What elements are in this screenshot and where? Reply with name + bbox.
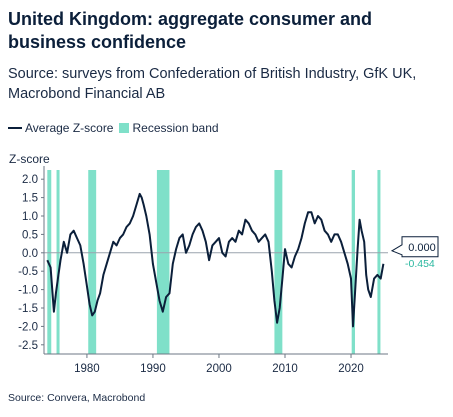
chart-title: United Kingdom: aggregate consumer and b… <box>8 9 373 52</box>
recession-band <box>156 170 170 354</box>
source-note: Source: Convera, Macrobond <box>8 392 146 404</box>
series-line-average-z-score <box>46 192 385 328</box>
last-value-callout: 0.000 <box>390 236 439 258</box>
x-tick-label: 1980 <box>74 363 100 375</box>
last-value-box <box>390 236 439 258</box>
y-axis-label: Z-score <box>9 152 50 166</box>
recession-band <box>274 170 283 354</box>
recession-band <box>47 170 52 354</box>
chart-legend: Average Z-score Recession band <box>8 121 219 135</box>
y-tick-label: -1.0 <box>18 285 38 297</box>
axes: 2.0 1.5 1.0 0.5 0.0 -0.5 -1.0 -1.5 -2.0 -2.5 1980 1… <box>18 166 388 375</box>
y-tick-label: 1.5 <box>22 193 38 205</box>
legend-band-swatch <box>119 123 130 133</box>
chart-subtitle: Source: surveys from Confederation of Br… <box>8 66 417 102</box>
recession-band <box>377 170 381 354</box>
y-tick-label: -2.0 <box>18 321 38 333</box>
last-value-label: -0.454 <box>405 258 435 270</box>
recession-band <box>351 170 355 354</box>
y-tick-label: -1.5 <box>18 303 38 315</box>
y-tick-label: 0.0 <box>22 248 38 260</box>
x-tick-label: 2000 <box>206 363 232 375</box>
legend-line-swatch <box>8 127 22 129</box>
legend-line-label: Average Z-score <box>25 121 114 135</box>
last-value-box-label: 0.000 <box>408 242 436 254</box>
legend-band-label: Recession band <box>132 121 219 135</box>
y-tick-label: 2.0 <box>22 174 38 186</box>
recession-bands <box>47 170 381 354</box>
y-tick-label: 0.5 <box>22 229 38 241</box>
y-tick-label: -0.5 <box>18 266 38 278</box>
recession-band <box>88 170 97 354</box>
recession-band <box>56 170 60 354</box>
x-tick-label: 2020 <box>338 363 364 375</box>
x-tick-label: 2010 <box>272 363 298 375</box>
y-tick-label: -2.5 <box>18 340 38 352</box>
y-tick-label: 1.0 <box>22 211 38 223</box>
x-tick-label: 1990 <box>140 363 166 375</box>
